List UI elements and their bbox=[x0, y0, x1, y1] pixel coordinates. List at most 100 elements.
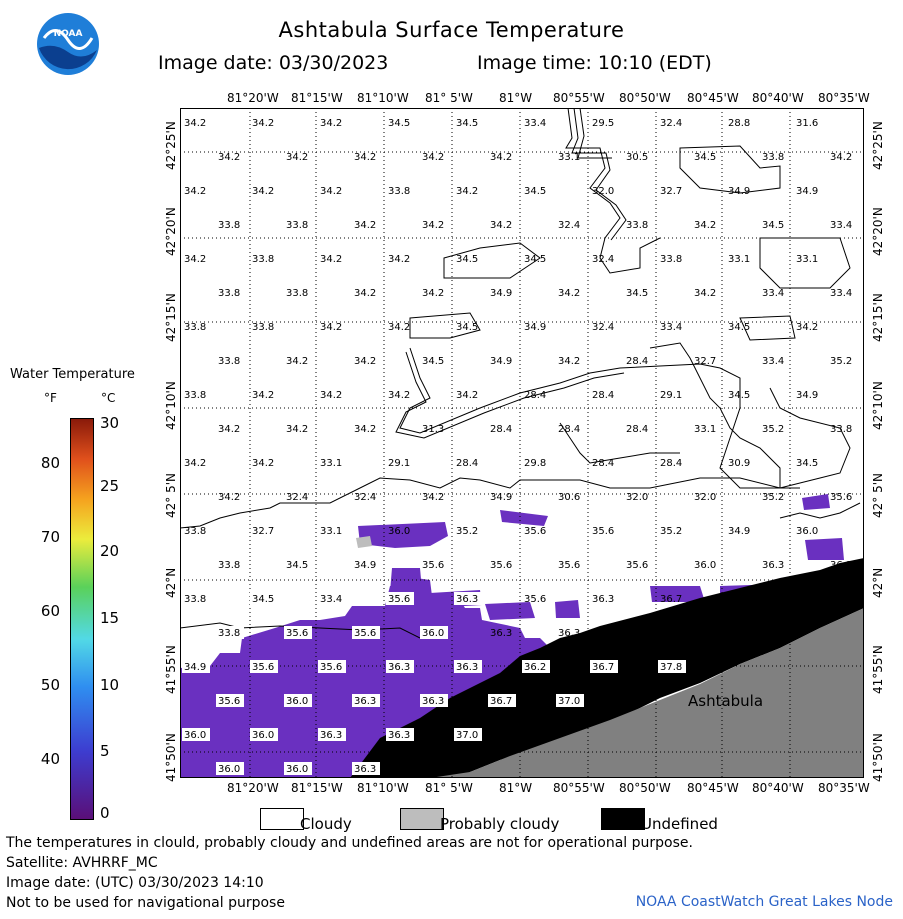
temp-label: 37.0 bbox=[694, 628, 716, 639]
temp-label: 29.1 bbox=[388, 458, 410, 469]
temp-label: 34.2 bbox=[218, 492, 240, 503]
temp-label-bg bbox=[420, 626, 448, 639]
temp-label: 36.7 bbox=[490, 696, 512, 707]
legend-f-tick: 80 bbox=[40, 454, 60, 472]
temp-label-bg bbox=[420, 694, 448, 707]
temp-label: 33.8 bbox=[218, 288, 240, 299]
temp-label: 36.0 bbox=[422, 628, 444, 639]
temp-label: 35.6 bbox=[626, 560, 648, 571]
temp-label: 34.2 bbox=[354, 152, 376, 163]
temp-label: 34.2 bbox=[286, 356, 308, 367]
temp-label: 34.2 bbox=[320, 390, 342, 401]
legend-c-tick: 25 bbox=[100, 477, 120, 495]
temp-label: 35.2 bbox=[660, 526, 682, 537]
temp-label: 34.2 bbox=[694, 288, 716, 299]
lat-label: 41°55'N bbox=[164, 645, 178, 694]
temp-label: 37.0 bbox=[558, 696, 580, 707]
lon-label: 80°45'W bbox=[687, 781, 739, 795]
temp-label: 30.5 bbox=[626, 152, 648, 163]
temp-label: 34.2 bbox=[558, 356, 580, 367]
lat-label: 42° 5'N bbox=[164, 473, 178, 518]
lon-label: 80°55'W bbox=[553, 781, 605, 795]
footer-satellite: Satellite: AVHRRF_MC bbox=[6, 855, 158, 871]
temp-label: 34.2 bbox=[422, 152, 444, 163]
temp-label-bg bbox=[284, 626, 312, 639]
temperature-map: 34.2 34.2 34.2 34.5 34.5 33.4 29.5 32.4 28.8 31.6… bbox=[180, 108, 864, 778]
temp-label: 33.4 bbox=[830, 288, 852, 299]
legend-title: Water Temperature bbox=[10, 367, 135, 382]
temp-label: 31.6 bbox=[796, 118, 818, 129]
temp-label: 34.9 bbox=[524, 322, 546, 333]
lon-label: 81°10'W bbox=[357, 91, 409, 105]
land-area bbox=[430, 608, 864, 778]
temp-label: 35.6 bbox=[218, 696, 240, 707]
temp-label: 33.8 bbox=[830, 424, 852, 435]
temp-label: 34.2 bbox=[694, 220, 716, 231]
footer-credit: NOAA CoastWatch Great Lakes Node bbox=[635, 894, 893, 910]
lon-label: 80°35'W bbox=[818, 91, 870, 105]
temp-label: 29.8 bbox=[524, 458, 546, 469]
temp-label: 34.2 bbox=[354, 288, 376, 299]
temp-label: 31.3 bbox=[422, 424, 444, 435]
temp-label: 33.1 bbox=[694, 424, 716, 435]
temp-label: 34.5 bbox=[728, 322, 750, 333]
temp-label: 33.8 bbox=[286, 288, 308, 299]
temp-label-bg bbox=[454, 592, 482, 605]
temp-label: 34.2 bbox=[286, 152, 308, 163]
temp-label: 36.0 bbox=[796, 526, 818, 537]
temp-label: 33.8 bbox=[252, 254, 274, 265]
temp-label: 35.6 bbox=[388, 594, 410, 605]
svg-text:NOAA: NOAA bbox=[54, 29, 83, 39]
temp-label: 34.2 bbox=[354, 220, 376, 231]
key-swatch-undefined bbox=[601, 808, 645, 830]
temp-label: 32.4 bbox=[592, 254, 614, 265]
temp-label: 34.9 bbox=[490, 288, 512, 299]
temp-label: 34.5 bbox=[456, 322, 478, 333]
temp-label: 35.6 bbox=[524, 594, 546, 605]
temp-label-bg bbox=[658, 660, 686, 673]
temp-label: 34.2 bbox=[252, 458, 274, 469]
temp-label-bg bbox=[590, 660, 618, 673]
temp-label: 34.5 bbox=[388, 118, 410, 129]
temp-label: 34.2 bbox=[422, 220, 444, 231]
lon-label: 81°10'W bbox=[357, 781, 409, 795]
temp-label: 36.3 bbox=[490, 628, 512, 639]
temp-label: 34.5 bbox=[252, 594, 274, 605]
temp-label: 35.2 bbox=[456, 526, 478, 537]
temp-label: 34.2 bbox=[252, 390, 274, 401]
temp-label-bg bbox=[318, 592, 346, 605]
temp-label-bg bbox=[250, 728, 278, 741]
temp-label: 36.7 bbox=[728, 594, 750, 605]
footer-utc-date: Image date: (UTC) 03/30/2023 14:10 bbox=[6, 875, 264, 891]
temp-label: 28.4 bbox=[626, 424, 648, 435]
temp-label: 35.6 bbox=[558, 560, 580, 571]
temp-label: 36.3 bbox=[354, 764, 376, 775]
lon-label: 80°40'W bbox=[752, 91, 804, 105]
temp-label: 34.2 bbox=[558, 288, 580, 299]
key-label-undefined: Undefined bbox=[641, 815, 718, 833]
temp-label: 35.6 bbox=[320, 662, 342, 673]
temp-label: 35.6 bbox=[252, 662, 274, 673]
lon-label: 80°50'W bbox=[619, 91, 671, 105]
temp-label: 34.2 bbox=[354, 356, 376, 367]
temp-label: 28.4 bbox=[490, 424, 512, 435]
temp-label: 35.2 bbox=[762, 424, 784, 435]
key-label-probably-cloudy: Probably cloudy bbox=[440, 815, 560, 833]
lat-label: 42°10'N bbox=[871, 381, 885, 430]
temp-label: 29.1 bbox=[660, 390, 682, 401]
temp-label: 34.2 bbox=[252, 186, 274, 197]
temp-label: 34.9 bbox=[354, 560, 376, 571]
lon-label: 81°W bbox=[499, 91, 533, 105]
temp-label-bg bbox=[250, 660, 278, 673]
temp-label: 34.2 bbox=[320, 322, 342, 333]
temp-label: 34.9 bbox=[490, 356, 512, 367]
temp-label: 34.2 bbox=[184, 186, 206, 197]
temp-label: 36.3 bbox=[558, 628, 580, 639]
temp-label: 34.5 bbox=[456, 254, 478, 265]
temp-label: 30.6 bbox=[558, 492, 580, 503]
temp-label-bg bbox=[284, 694, 312, 707]
temp-label: 36.2 bbox=[524, 662, 546, 673]
temp-label-bg bbox=[522, 660, 550, 673]
temp-label-bg bbox=[216, 626, 244, 639]
temp-label: 36.3 bbox=[626, 628, 648, 639]
